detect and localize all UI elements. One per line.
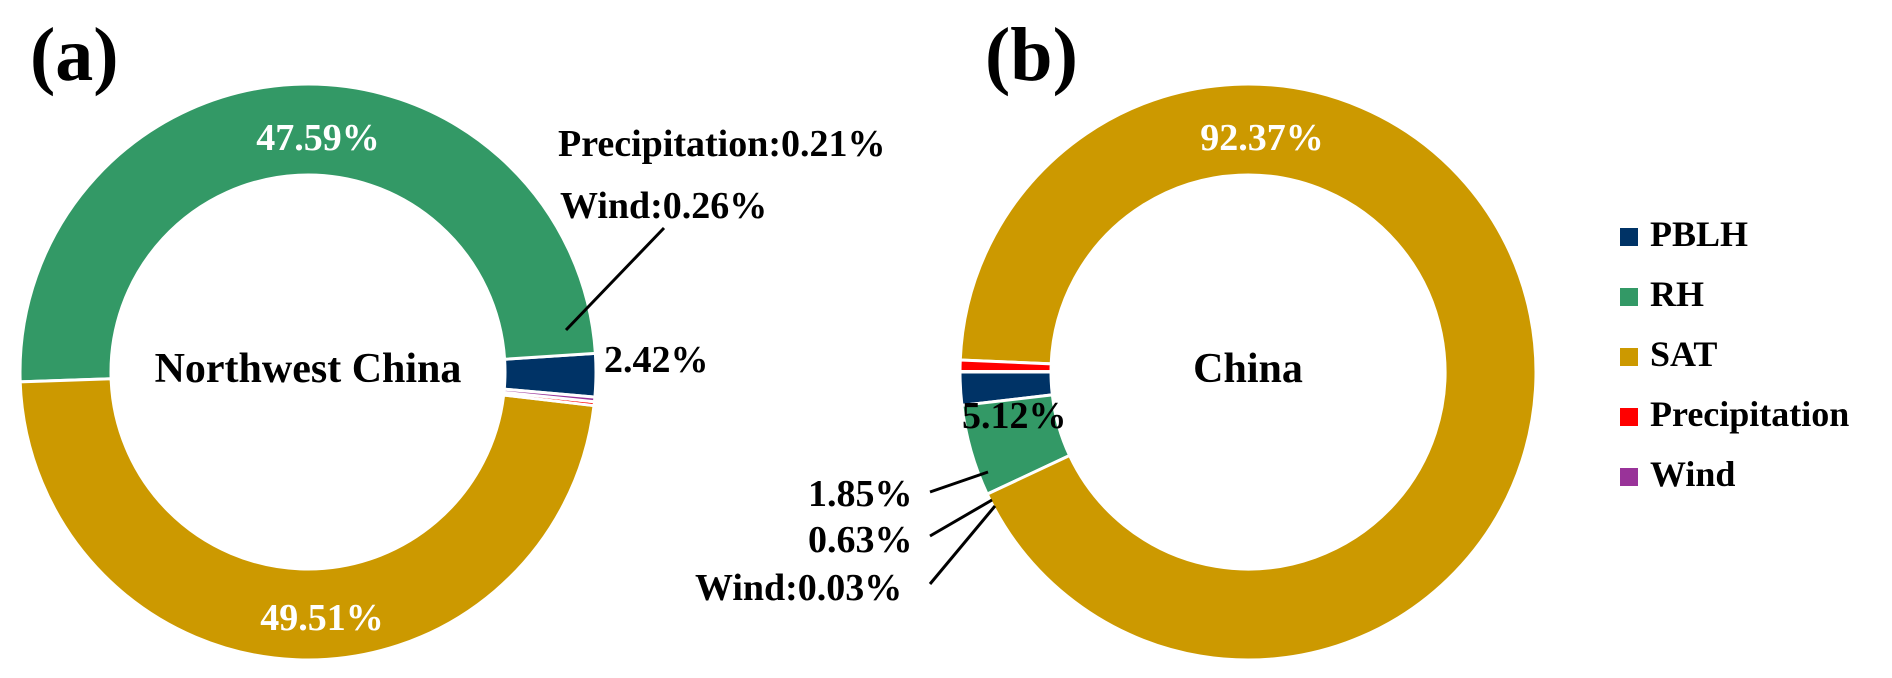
panel-label-b: (b) xyxy=(985,13,1078,97)
slice-label-pblh-b: 1.85% xyxy=(808,473,913,515)
legend-swatch-pblh xyxy=(1620,228,1638,246)
legend-swatch-rh xyxy=(1620,288,1638,306)
leader-line-wind-a xyxy=(564,226,666,332)
slice-label-rh-b: 5.12% xyxy=(962,395,1067,437)
slice-rh-a xyxy=(18,82,597,384)
slice-wind-b xyxy=(958,369,1053,374)
legend-label-wind: Wind xyxy=(1650,454,1735,494)
slice-label-precipitation-b: 0.63% xyxy=(808,519,913,561)
panel-b: (b) China 92.37% 5.12% 1.85% 0.63% Wind:… xyxy=(695,13,1538,662)
slice-label-sat-b: 92.37% xyxy=(1200,117,1324,159)
leader-line-precipitation-b xyxy=(929,498,993,538)
panel-label-a: (a) xyxy=(30,13,119,97)
center-label-northwest-china: Northwest China xyxy=(155,346,462,392)
center-label-china: China xyxy=(1193,346,1303,392)
slice-wind-a xyxy=(502,387,597,404)
slice-label-sat-a: 47.59% xyxy=(256,117,380,159)
donut-china xyxy=(958,82,1538,662)
leader-line-pblh-b xyxy=(929,470,989,494)
slice-label-wind-a: Wind:0.26% xyxy=(560,185,767,227)
slice-label-wind-b: Wind:0.03% xyxy=(695,567,902,609)
legend-swatch-precipitation xyxy=(1620,408,1638,426)
slice-label-rh-a: 49.51% xyxy=(260,597,384,639)
donut-northwest-china xyxy=(18,82,598,662)
legend: PBLH RH SAT Precipitation Wind xyxy=(1620,214,1849,494)
slice-precipitation-b xyxy=(958,358,1053,374)
leader-line-wind-b xyxy=(928,505,997,585)
legend-label-sat: SAT xyxy=(1650,334,1717,374)
legend-label-pblh: PBLH xyxy=(1650,214,1748,254)
slice-label-precipitation-a: Precipitation:0.21% xyxy=(558,123,886,165)
legend-swatch-wind xyxy=(1620,468,1638,486)
slice-sat-a xyxy=(18,377,596,662)
legend-swatch-sat xyxy=(1620,348,1638,366)
slice-label-pblh-a: 2.42% xyxy=(604,339,709,381)
legend-label-rh: RH xyxy=(1650,274,1704,314)
slice-sat-b xyxy=(958,82,1538,662)
legend-label-precipitation: Precipitation xyxy=(1650,394,1849,434)
panel-a: (a) Northwest China 47.59% 49.51% 2.42% … xyxy=(18,13,886,662)
